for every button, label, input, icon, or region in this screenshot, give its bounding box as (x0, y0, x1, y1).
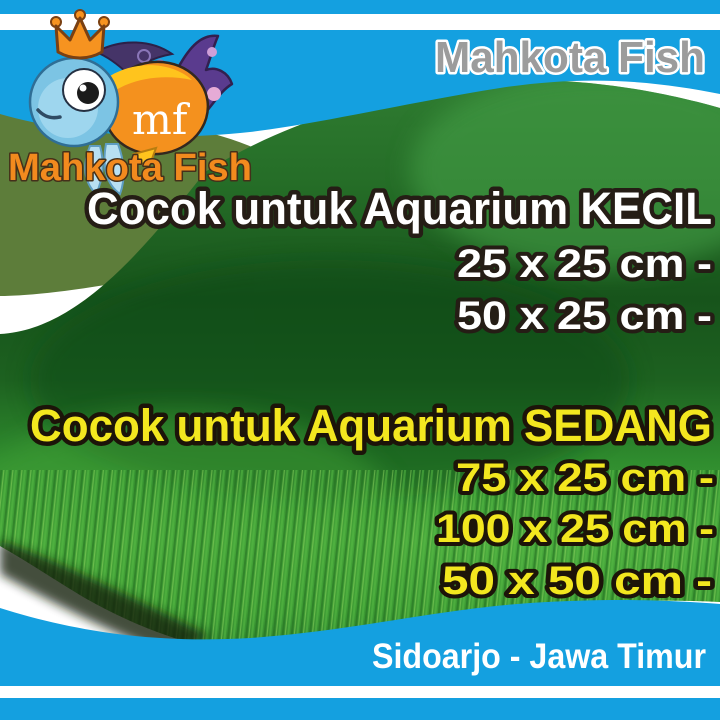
section-medium-size-1: 75 x 25 cm - (456, 456, 714, 500)
fish-dorsal-fin (93, 41, 175, 78)
crown-icon (50, 9, 110, 60)
grass-photo (0, 79, 720, 657)
mahkota-fish-logo: mf (28, 9, 234, 196)
footer-location: Sidoarjo - Jawa Timur (372, 637, 706, 676)
section-medium-size-2: 100 x 25 cm - (436, 507, 714, 551)
bottom-white-stripe (0, 686, 720, 698)
fish-ventral-fin (132, 146, 158, 172)
top-bar (0, 0, 720, 14)
section-medium-size-3: 50 x 50 cm - (442, 559, 712, 603)
top-white-stripe (0, 14, 720, 30)
fish-pectoral-fin (84, 145, 104, 196)
section-medium-title: Cocok untuk Aquarium SEDANG (30, 400, 712, 451)
fish-body-band (110, 65, 192, 90)
section-small-title: Cocok untuk Aquarium KECIL (87, 183, 712, 234)
logo-monogram: mf (132, 95, 191, 144)
header-brand: Mahkota Fish (435, 33, 705, 82)
section-small-size-1: 25 x 25 cm - (457, 242, 712, 286)
fish-mouth (36, 108, 62, 120)
fish-pectoral-fin (103, 143, 125, 196)
mat-edge-shadow (0, 540, 210, 650)
logo-brand: Mahkota Fish (8, 147, 252, 189)
section-small-size-2: 50 x 25 cm - (457, 294, 712, 338)
